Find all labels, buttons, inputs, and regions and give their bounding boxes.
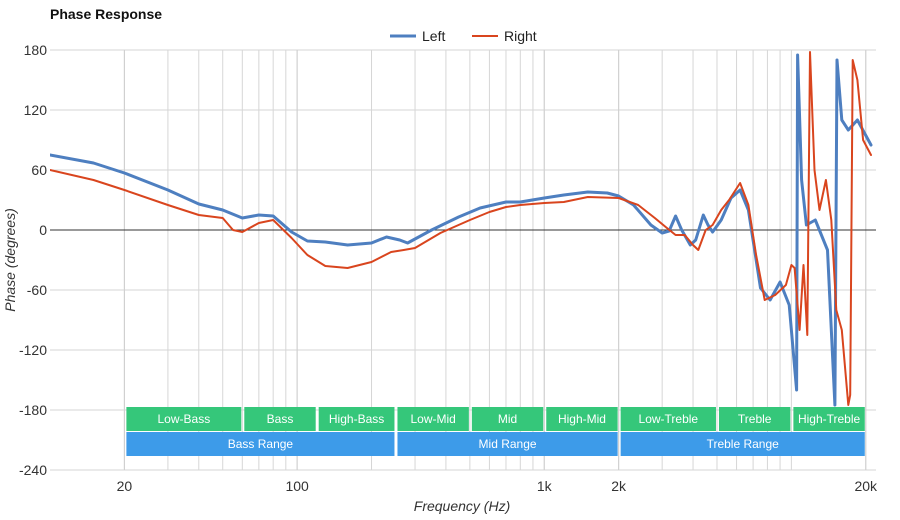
y-tick-label: 120: [24, 102, 48, 118]
series-line-right: [50, 51, 872, 406]
series-lines: [50, 51, 873, 407]
band-bass-range: Bass Range: [126, 432, 395, 456]
band-label: High-Treble: [798, 412, 861, 426]
y-tick-label: -180: [19, 402, 47, 418]
y-tick-label: -60: [27, 282, 47, 298]
band-rect: [397, 407, 469, 431]
band-bass: Bass: [244, 407, 316, 431]
band-label: Mid: [498, 412, 517, 426]
band-rect: [126, 432, 395, 456]
x-tick-label: 20: [117, 478, 133, 494]
band-treble-range: Treble Range: [620, 432, 865, 456]
y-tick-label: -240: [19, 462, 47, 478]
legend-item-left: Left: [390, 28, 445, 44]
band-rect: [620, 407, 716, 431]
band-high-treble: High-Treble: [793, 407, 865, 431]
y-tick-label: 0: [39, 222, 47, 238]
x-tick-label: 1k: [537, 478, 553, 494]
series-line-left: [50, 53, 873, 407]
band-high-bass: High-Bass: [318, 407, 395, 431]
band-label: Bass Range: [228, 437, 294, 451]
x-axis-ticks: 20 100 1k 2k 20k: [117, 478, 878, 494]
band-treble: Treble: [718, 407, 791, 431]
band-rect: [793, 407, 865, 431]
band-label: Low-Treble: [639, 412, 699, 426]
band-rect: [471, 407, 544, 431]
band-rect: [397, 432, 618, 456]
y-tick-label: -120: [19, 342, 47, 358]
x-tick-label: 20k: [854, 478, 878, 494]
y-axis-ticks: 180 120 60 0 -60 -120 -180 -240: [19, 42, 47, 478]
y-tick-label: 60: [31, 162, 47, 178]
band-low-bass: Low-Bass: [126, 407, 242, 431]
band-rect: [546, 407, 618, 431]
band-low-mid: Low-Mid: [397, 407, 469, 431]
band-rect: [126, 407, 242, 431]
band-rect: [244, 407, 316, 431]
band-label: High-Mid: [558, 412, 606, 426]
band-mid-range: Mid Range: [397, 432, 618, 456]
legend-label: Right: [504, 28, 537, 44]
band-label: High-Bass: [329, 412, 384, 426]
band-rect: [620, 432, 865, 456]
band-label: Treble: [738, 412, 772, 426]
chart-title: Phase Response: [50, 6, 162, 22]
legend-label: Left: [422, 28, 445, 44]
x-tick-label: 100: [285, 478, 309, 494]
band-label: Low-Bass: [158, 412, 211, 426]
frequency-bands: Low-Bass Bass High-Bass Low-Mid Mid High-Mid L…: [126, 407, 865, 456]
legend: Left Right: [390, 28, 537, 44]
band-high-mid: High-Mid: [546, 407, 618, 431]
x-axis-label: Frequency (Hz): [414, 498, 510, 514]
band-label: Mid Range: [479, 437, 537, 451]
y-tick-label: 180: [24, 42, 48, 58]
band-rect: [318, 407, 395, 431]
band-label: Bass: [267, 412, 294, 426]
x-tick-label: 2k: [611, 478, 627, 494]
band-label: Low-Mid: [410, 412, 455, 426]
band-mid: Mid: [471, 407, 544, 431]
band-rect: [718, 407, 791, 431]
band-low-treble: Low-Treble: [620, 407, 716, 431]
band-label: Treble Range: [707, 437, 780, 451]
legend-item-right: Right: [472, 28, 537, 44]
y-axis-label: Phase (degrees): [2, 208, 18, 312]
